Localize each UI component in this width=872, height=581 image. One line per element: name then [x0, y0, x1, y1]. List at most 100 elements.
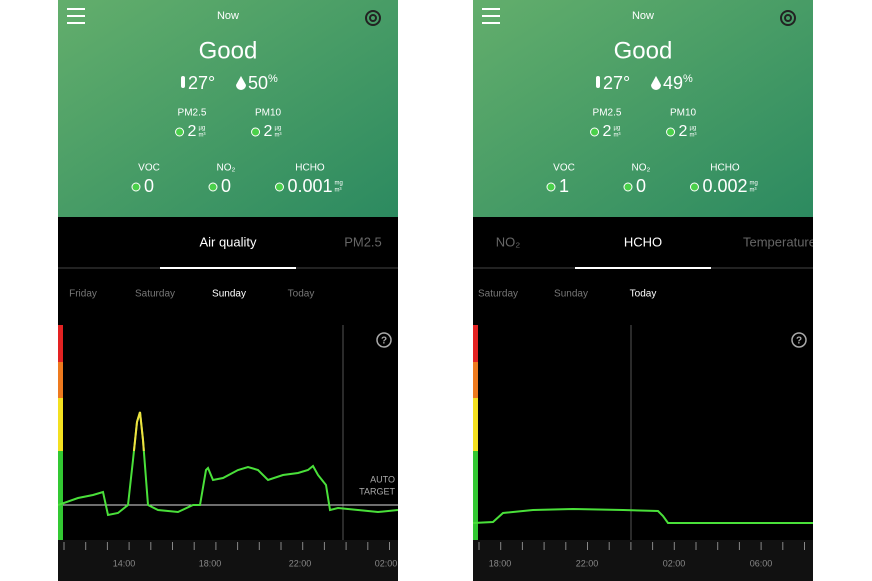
- content-background: [58, 217, 398, 581]
- level-bar: [473, 362, 478, 398]
- reading-value: 1: [559, 176, 569, 196]
- status-dot: [274, 182, 284, 192]
- reading-value: 2: [679, 123, 688, 140]
- settings-button[interactable]: [365, 10, 381, 26]
- status-dot: [689, 182, 699, 192]
- tab[interactable]: HCHO: [624, 234, 662, 249]
- humidity: 50%: [248, 73, 278, 93]
- time-label: 18:00: [199, 558, 222, 568]
- tab[interactable]: Temperature: [743, 234, 813, 249]
- tab[interactable]: PM2.5: [344, 234, 382, 249]
- reading-unit: µg: [613, 126, 620, 132]
- header-title: Now: [632, 10, 654, 22]
- history-line: [473, 507, 813, 524]
- level-bar: [473, 325, 478, 362]
- help-text: ?: [796, 336, 802, 347]
- help-icon[interactable]: [791, 332, 807, 348]
- temperature: 27°: [603, 73, 630, 93]
- status-dot: [175, 127, 185, 137]
- time-label: 06:00: [750, 558, 773, 568]
- status-dot: [546, 182, 556, 192]
- status-dot: [623, 182, 633, 192]
- humidity-unit: %: [268, 73, 278, 85]
- status-dot: [251, 127, 261, 137]
- reading-value: 2: [603, 123, 612, 140]
- reading-unit: m³: [274, 133, 281, 139]
- target-label: TARGET: [359, 486, 395, 496]
- humidity-icon: [651, 76, 661, 90]
- reading-unit: µg: [274, 126, 281, 132]
- reading-label: NO₂: [217, 163, 236, 174]
- reading-unit: m³: [689, 133, 696, 139]
- humidity-icon: [236, 76, 246, 90]
- time-label: 02:00: [663, 558, 686, 568]
- reading-unit: mg: [335, 181, 343, 187]
- level-bar: [58, 362, 63, 398]
- reading-value: 0: [221, 176, 231, 196]
- level-bar: [58, 398, 63, 451]
- menu-button[interactable]: [67, 8, 85, 24]
- settings-button[interactable]: [780, 10, 796, 26]
- humidity: 49%: [663, 73, 693, 93]
- reading-label: PM10: [255, 108, 282, 119]
- thermometer-icon: [181, 76, 185, 88]
- reading-label: PM10: [670, 108, 697, 119]
- day-tab[interactable]: Saturday: [478, 289, 518, 300]
- reading-value: 2: [188, 123, 197, 140]
- reading-value: 2: [264, 123, 273, 140]
- level-bar: [58, 451, 63, 540]
- reading-unit: mg: [750, 181, 758, 187]
- reading-unit: m³: [198, 133, 205, 139]
- reading-label: PM2.5: [178, 108, 207, 119]
- status-dot: [208, 182, 218, 192]
- time-label: 22:00: [576, 558, 599, 568]
- help-icon[interactable]: [376, 332, 392, 348]
- reading-unit: µg: [689, 126, 696, 132]
- humidity-value: 50: [248, 73, 268, 93]
- reading-value: 0.002: [702, 176, 747, 196]
- time-axis-background: [58, 540, 398, 581]
- time-axis-background: [473, 540, 813, 581]
- reading-label: HCHO: [710, 163, 740, 174]
- time-label: 22:00: [289, 558, 312, 568]
- reading-unit: µg: [198, 126, 205, 132]
- day-tab[interactable]: Saturday: [135, 289, 175, 300]
- level-bar: [473, 451, 478, 540]
- header-background: [58, 0, 398, 217]
- status-dot: [666, 127, 676, 137]
- reading-label: PM2.5: [593, 108, 622, 119]
- header-title: Now: [217, 10, 239, 22]
- reading-label: HCHO: [295, 163, 325, 174]
- day-tab[interactable]: Friday: [69, 289, 97, 300]
- tab[interactable]: Air quality: [199, 234, 257, 249]
- time-label: 18:00: [489, 558, 512, 568]
- day-tab[interactable]: Sunday: [554, 289, 588, 300]
- level-bar: [473, 398, 478, 451]
- status-dot: [131, 182, 141, 192]
- header-background: [473, 0, 813, 217]
- time-label: 02:00: [375, 558, 398, 568]
- air-status: Good: [199, 37, 258, 64]
- tab[interactable]: NO₂: [496, 234, 521, 249]
- status-dot: [590, 127, 600, 137]
- help-text: ?: [381, 336, 387, 347]
- temperature: 27°: [188, 73, 215, 93]
- day-tab[interactable]: Today: [288, 289, 315, 300]
- reading-unit: m³: [750, 188, 757, 194]
- level-bar: [58, 325, 63, 362]
- menu-button[interactable]: [482, 8, 500, 24]
- humidity-value: 49: [663, 73, 683, 93]
- reading-value: 0: [636, 176, 646, 196]
- reading-label: VOC: [553, 163, 575, 174]
- humidity-unit: %: [683, 73, 693, 85]
- day-tab[interactable]: Today: [630, 289, 657, 300]
- reading-value: 0: [144, 176, 154, 196]
- day-tab[interactable]: Sunday: [212, 289, 246, 300]
- target-label: AUTO: [370, 474, 395, 484]
- reading-unit: m³: [335, 188, 342, 194]
- reading-value: 0.001: [287, 176, 332, 196]
- content-background: [473, 217, 813, 581]
